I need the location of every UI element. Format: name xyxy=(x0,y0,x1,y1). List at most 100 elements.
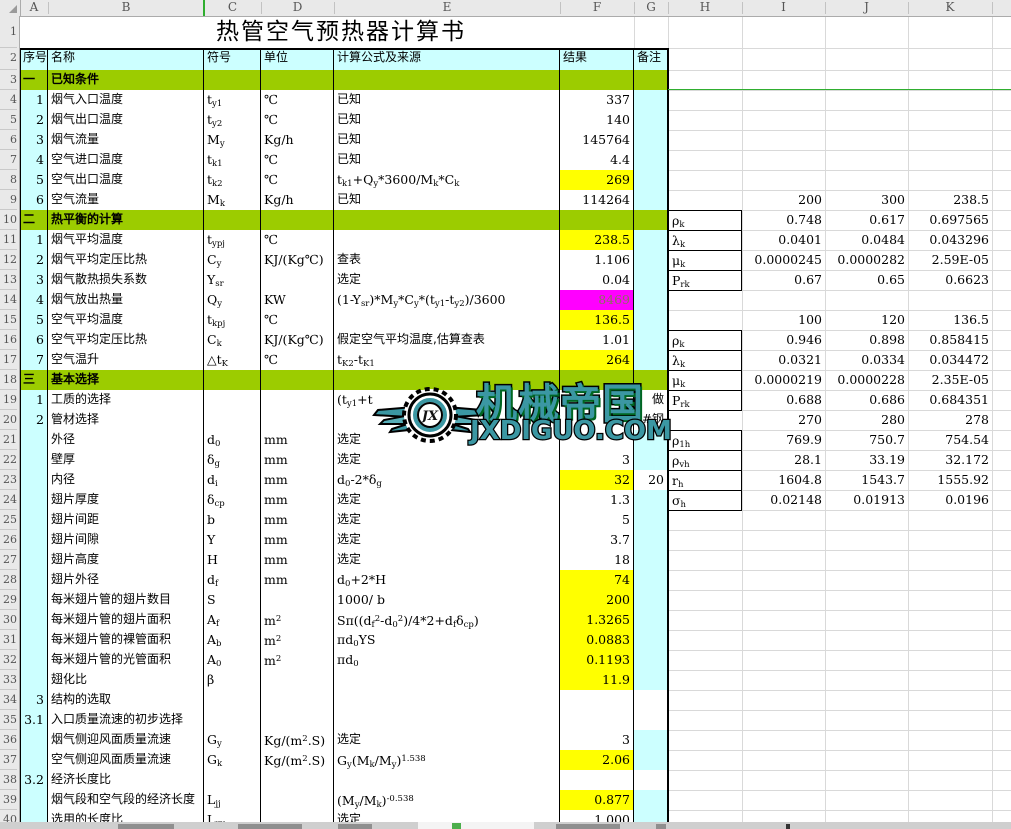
cell-F26[interactable]: 3.7 xyxy=(560,530,634,551)
cell-E11[interactable] xyxy=(334,230,560,251)
cell-F17[interactable]: 264 xyxy=(560,350,634,371)
column-separator[interactable] xyxy=(334,2,335,14)
cell-A28[interactable] xyxy=(20,570,48,591)
cell-E8[interactable]: tk1+Qy*3600/Mk*Ck xyxy=(334,170,560,191)
cell-A34[interactable]: 3 xyxy=(20,690,48,711)
sheet-tab-stub[interactable] xyxy=(238,824,302,829)
cell-D24[interactable]: mm xyxy=(261,490,334,511)
cell-C6[interactable]: My xyxy=(204,130,261,151)
cell-J11[interactable]: 0.0484 xyxy=(861,232,905,247)
row-header-14[interactable]: 14 xyxy=(0,290,17,310)
cell-C3[interactable] xyxy=(204,70,261,91)
column-header-H[interactable]: H xyxy=(699,0,711,14)
cell-F29[interactable]: 200 xyxy=(560,590,634,611)
cell-D17[interactable]: ℃ xyxy=(261,350,334,371)
cell-E2[interactable]: 计算公式及来源 xyxy=(334,48,560,71)
cell-I18[interactable]: 0.0000219 xyxy=(754,372,822,387)
cell-E32[interactable]: πd0 xyxy=(334,650,560,671)
cell-G35[interactable] xyxy=(634,710,668,731)
cell-B16[interactable]: 空气平均定压比热 xyxy=(48,330,204,351)
cell-I19[interactable]: 0.688 xyxy=(786,392,822,407)
cell-I12[interactable]: 0.0000245 xyxy=(754,252,822,267)
cell-G16[interactable] xyxy=(634,330,668,351)
cell-C36[interactable]: Gy xyxy=(204,730,261,751)
cell-G21[interactable] xyxy=(634,430,668,451)
row-header-17[interactable]: 17 xyxy=(0,350,17,370)
cell-G26[interactable] xyxy=(634,530,668,551)
cell-F30[interactable]: 1.3265 xyxy=(560,610,634,631)
cell-D34[interactable] xyxy=(261,690,334,711)
cell-E30[interactable]: Sπ((df2-d02)/4*2+dfδcp) xyxy=(334,610,560,631)
cell-C21[interactable]: d0 xyxy=(204,430,261,451)
cell-C29[interactable]: S xyxy=(204,590,261,611)
cell-G39[interactable] xyxy=(634,790,668,811)
cell-C2[interactable]: 符号 xyxy=(204,48,261,71)
cell-E26[interactable]: 选定 xyxy=(334,530,560,551)
cell-F21[interactable] xyxy=(560,430,634,451)
row-header-27[interactable]: 27 xyxy=(0,550,17,570)
cell-B26[interactable]: 翅片间隙 xyxy=(48,530,204,551)
cell-C17[interactable]: △tK xyxy=(204,350,261,371)
sheet-title-cell[interactable]: 热管空气预热器计算书 xyxy=(48,17,634,48)
cell-C5[interactable]: ty2 xyxy=(204,110,261,131)
cell-E14[interactable]: (1-Ysr)*My*Cy*(ty1-ty2)/3600 xyxy=(334,290,560,311)
cell-A31[interactable] xyxy=(20,630,48,651)
cell-G9[interactable] xyxy=(634,190,668,211)
cell-D22[interactable]: mm xyxy=(261,450,334,471)
cell-C30[interactable]: Af xyxy=(204,610,261,631)
cell-G25[interactable] xyxy=(634,510,668,531)
cell-K11[interactable]: 0.043296 xyxy=(929,232,989,247)
cell-A24[interactable] xyxy=(20,490,48,511)
cell-A19[interactable]: 1 xyxy=(20,390,48,411)
cell-A37[interactable] xyxy=(20,750,48,771)
cell-A38[interactable]: 3.2 xyxy=(20,770,48,791)
cell-C23[interactable]: di xyxy=(204,470,261,491)
cell-J16[interactable]: 0.898 xyxy=(869,332,905,347)
cell-A20[interactable]: 2 xyxy=(20,410,48,431)
cell-C35[interactable] xyxy=(204,710,261,731)
column-header-D[interactable]: D xyxy=(292,0,303,14)
cell-G31[interactable] xyxy=(634,630,668,651)
cell-A11[interactable]: 1 xyxy=(20,230,48,251)
cell-B30[interactable]: 每米翅片管的翅片面积 xyxy=(48,610,204,631)
cell-F31[interactable]: 0.0883 xyxy=(560,630,634,651)
cell-E7[interactable]: 已知 xyxy=(334,150,560,171)
cell-D23[interactable]: mm xyxy=(261,470,334,491)
cell-B7[interactable]: 空气进口温度 xyxy=(48,150,204,171)
cell-K17[interactable]: 0.034472 xyxy=(929,352,989,367)
column-header-E[interactable]: E xyxy=(442,0,452,14)
cell-K20[interactable]: 278 xyxy=(965,412,989,427)
cell-C9[interactable]: Mk xyxy=(204,190,261,211)
cell-C28[interactable]: df xyxy=(204,570,261,591)
cell-D10[interactable] xyxy=(261,210,334,231)
cell-J17[interactable]: 0.0334 xyxy=(861,352,905,367)
cell-D9[interactable]: Kg/h xyxy=(261,190,334,211)
cell-A10[interactable]: 二 xyxy=(20,210,48,231)
row-header-30[interactable]: 30 xyxy=(0,610,17,630)
cell-E13[interactable]: 选定 xyxy=(334,270,560,291)
sheet-tab-bar[interactable] xyxy=(0,822,1011,829)
row-header-35[interactable]: 35 xyxy=(0,710,17,730)
column-header-J[interactable]: J xyxy=(864,0,869,14)
row-header-28[interactable]: 28 xyxy=(0,570,17,590)
cell-A17[interactable]: 7 xyxy=(20,350,48,371)
cell-A26[interactable] xyxy=(20,530,48,551)
cell-J13[interactable]: 0.65 xyxy=(877,272,905,287)
cell-I16[interactable]: 0.946 xyxy=(786,332,822,347)
cell-E24[interactable]: 选定 xyxy=(334,490,560,511)
cell-E9[interactable]: 已知 xyxy=(334,190,560,211)
cell-K16[interactable]: 0.858415 xyxy=(929,332,989,347)
cell-E10[interactable] xyxy=(334,210,560,231)
cell-J23[interactable]: 1543.7 xyxy=(861,472,905,487)
row-header-21[interactable]: 21 xyxy=(0,430,17,450)
sheet-tab-stub[interactable] xyxy=(556,824,620,829)
cell-K12[interactable]: 2.59E-05 xyxy=(931,252,989,267)
cell-B36[interactable]: 烟气侧迎风面质量流速 xyxy=(48,730,204,751)
column-header-A[interactable]: A xyxy=(29,0,39,14)
cell-C27[interactable]: H xyxy=(204,550,261,571)
cell-G22[interactable] xyxy=(634,450,668,471)
cell-I22[interactable]: 28.1 xyxy=(794,452,822,467)
cell-D39[interactable] xyxy=(261,790,334,811)
cell-E3[interactable] xyxy=(334,70,560,91)
row-header-9[interactable]: 9 xyxy=(0,190,17,210)
